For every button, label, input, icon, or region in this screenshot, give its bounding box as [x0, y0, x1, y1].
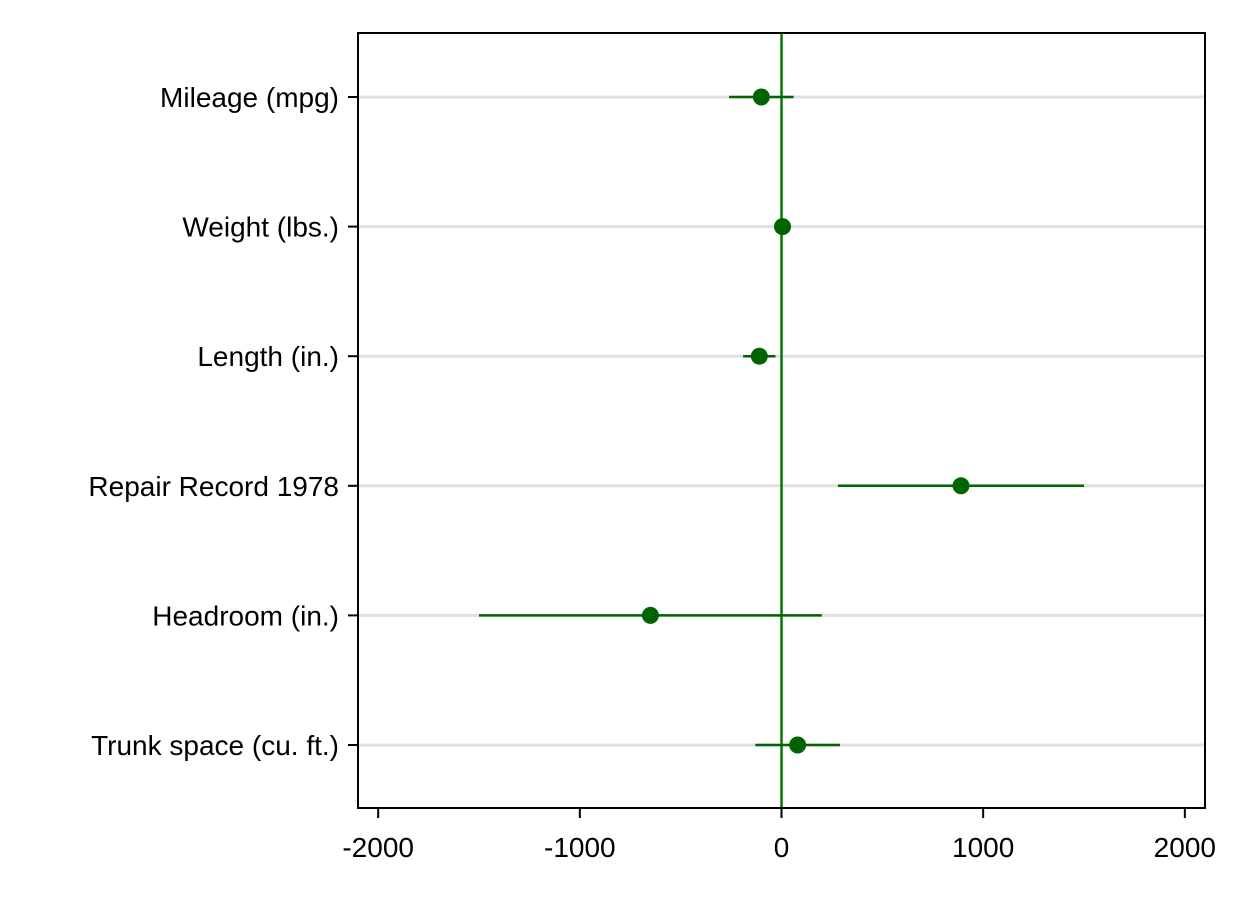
coefficient-point: [641, 606, 659, 624]
coefficient-point: [789, 736, 807, 754]
point-layer: [641, 88, 970, 754]
y-tick-label: Mileage (mpg): [160, 82, 339, 113]
coefficient-point: [774, 218, 792, 236]
y-tick-label: Trunk space (cu. ft.): [91, 730, 339, 761]
y-tick-label: Repair Record 1978: [88, 471, 339, 502]
x-tick-label: 2000: [1154, 832, 1216, 863]
y-axis: Mileage (mpg) Weight (lbs.) Length (in.) Re…: [88, 82, 358, 761]
y-tick-label: Weight (lbs.): [182, 212, 339, 243]
coefficient-point: [952, 477, 970, 495]
coefficient-point: [750, 347, 768, 365]
y-tick-label: Headroom (in.): [152, 600, 339, 631]
x-tick-label: -1000: [544, 832, 616, 863]
y-tick-label: Length (in.): [197, 341, 339, 372]
x-tick-label: 1000: [952, 832, 1014, 863]
x-tick-label: -2000: [342, 832, 414, 863]
x-axis: -2000 -1000 0 1000 2000: [342, 808, 1216, 863]
x-tick-label: 0: [774, 832, 790, 863]
coefficient-point: [752, 88, 770, 106]
